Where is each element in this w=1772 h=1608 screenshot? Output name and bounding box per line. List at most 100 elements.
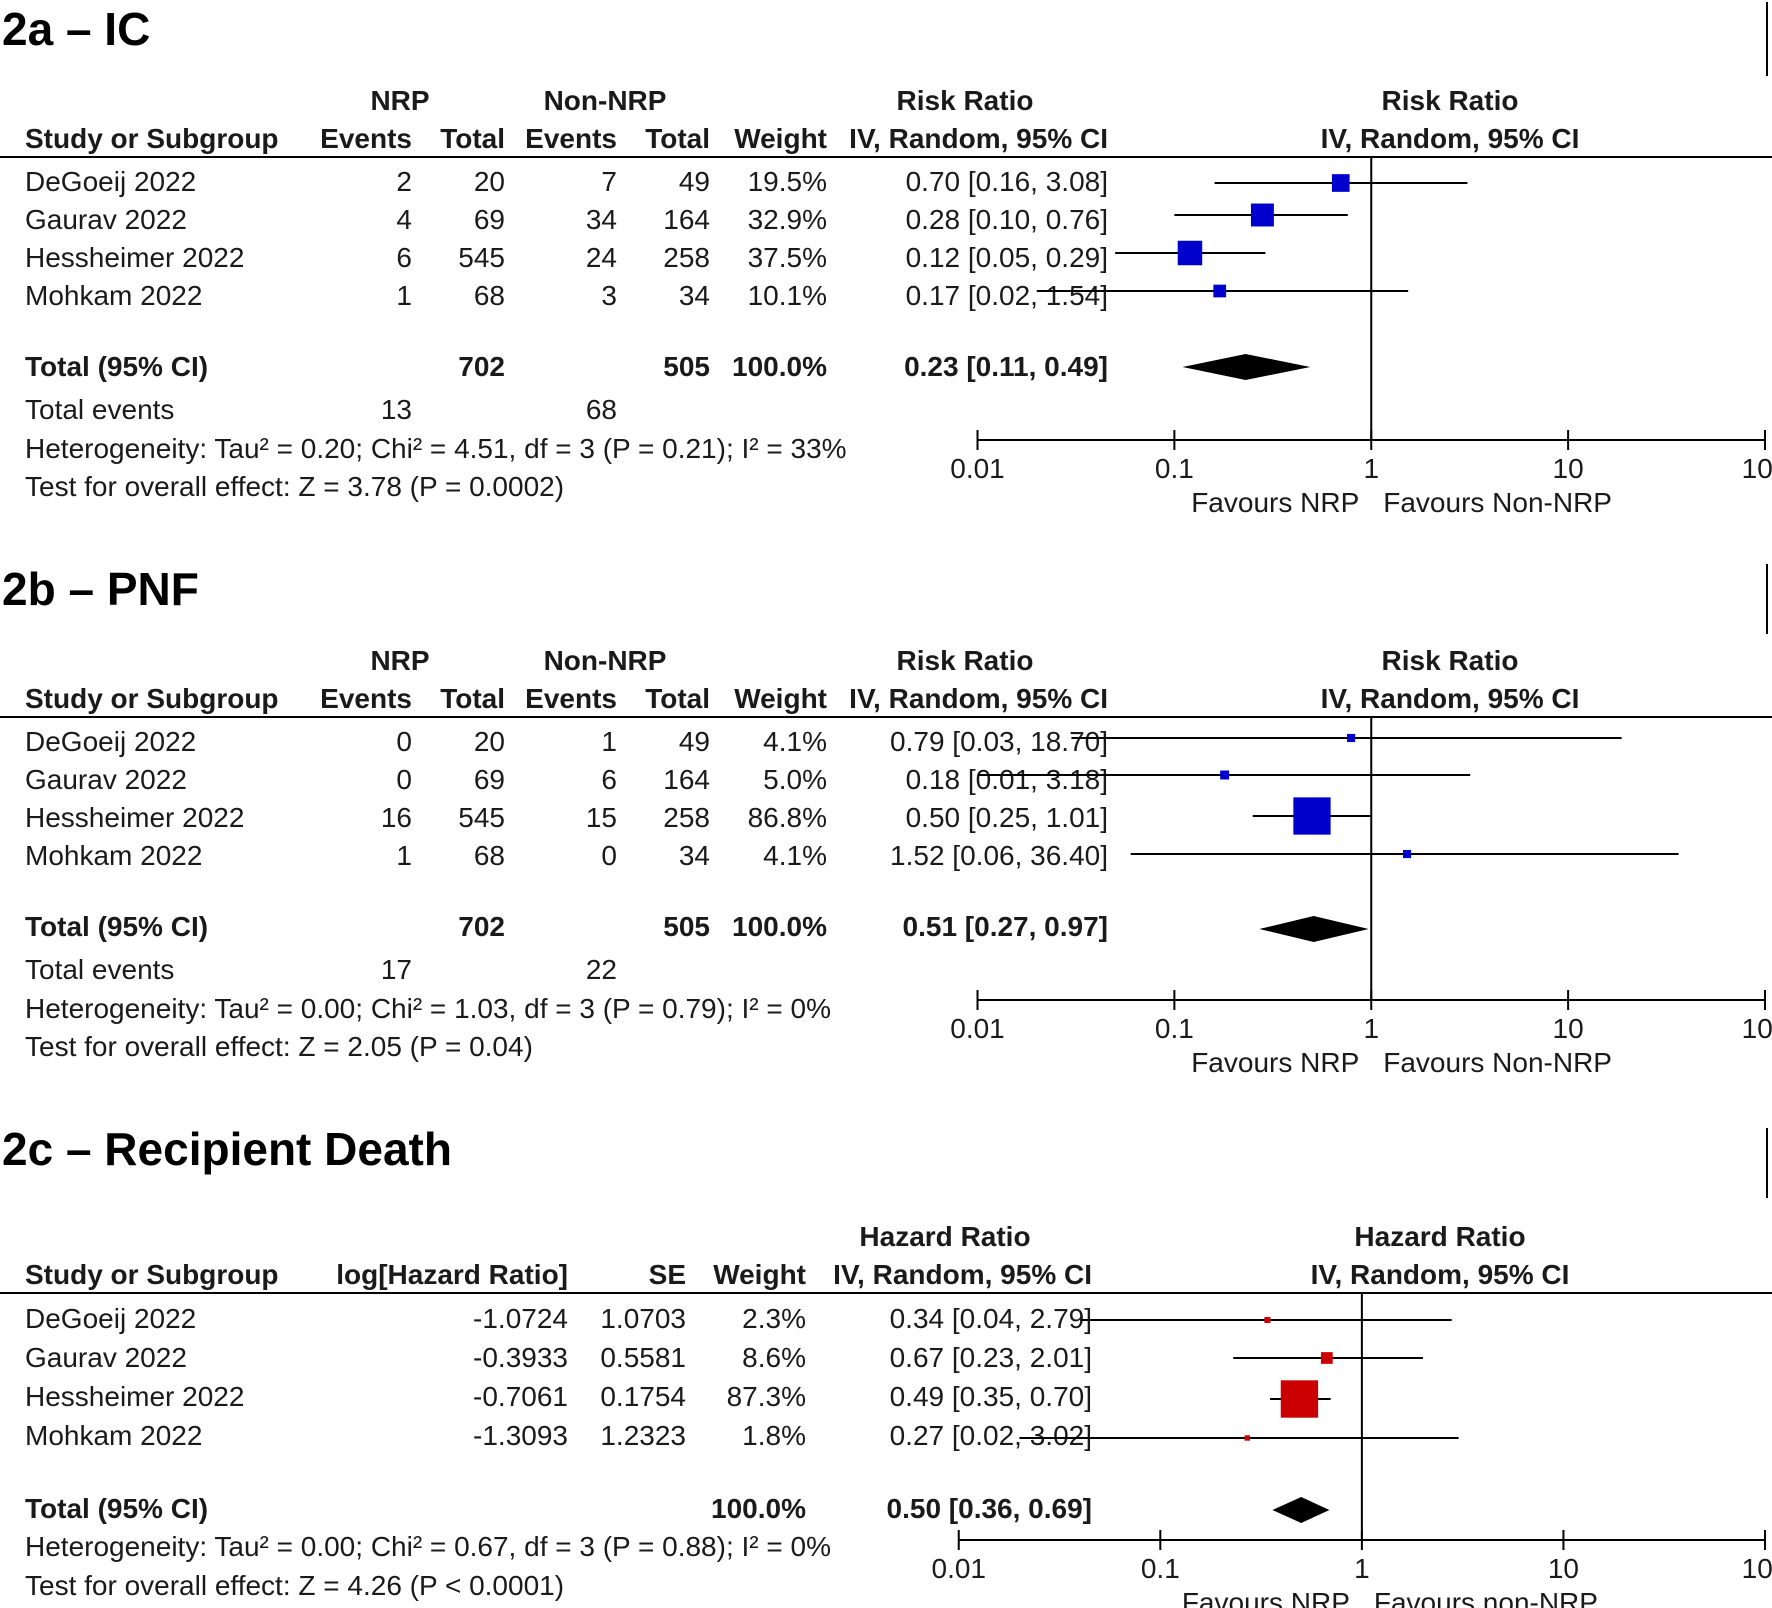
group1-header: NRP: [370, 645, 430, 676]
events1-cell: 1: [396, 840, 412, 871]
col-events1-header: Events: [320, 683, 412, 714]
total-ci: 0.51 [0.27, 0.97]: [902, 911, 1108, 942]
study-name: Hessheimer 2022: [25, 802, 245, 833]
total-events2: 68: [585, 394, 617, 425]
ci-cell: 0.67 [0.23, 2.01]: [889, 1342, 1092, 1373]
events1-cell: 0: [396, 764, 412, 795]
total1-cell: 20: [473, 726, 505, 757]
ci-cell: 0.70 [0.16, 3.08]: [905, 166, 1108, 197]
heterogeneity-text: Heterogeneity: Tau² = 0.00; Chi² = 0.67,…: [25, 1531, 831, 1562]
total1-cell: 545: [458, 242, 505, 273]
group2-header: Non-NRP: [543, 645, 667, 676]
col-study-header: Study or Subgroup: [25, 1259, 279, 1290]
events2-cell: 6: [601, 764, 617, 795]
total1-cell: 69: [473, 204, 505, 235]
favours-right-label: Favours non-NRP: [1374, 1587, 1598, 1608]
col-total2-header: Total: [645, 123, 710, 154]
header-rule: [0, 716, 1772, 718]
col-total1-header: Total: [440, 683, 505, 714]
col-ci-header: IV, Random, 95% CI: [849, 123, 1108, 154]
plot-method-header: IV, Random, 95% CI: [1320, 123, 1580, 154]
favours-right-label: Favours Non-NRP: [1383, 487, 1612, 518]
total2-cell: 34: [678, 840, 710, 871]
favours-left-label: Favours NRP: [1191, 1047, 1359, 1078]
forest-plot: 0.01 0.1 1 10 100 Favours NRP Favours Non-NRP: [950, 158, 1772, 518]
total-n2: 505: [663, 351, 710, 382]
col-log-header: log[Hazard Ratio]: [336, 1259, 568, 1290]
measure-header: Risk Ratio: [896, 645, 1034, 676]
col-events1-header: Events: [320, 123, 412, 154]
total-label: Total (95% CI): [25, 351, 209, 382]
total-ci: 0.50 [0.36, 0.69]: [886, 1493, 1092, 1524]
total1-cell: 68: [473, 840, 505, 871]
forest-panel-ic: 2a – IC NRP Non-NRP Risk Ratio Risk Rati…: [0, 0, 1772, 540]
total-ci: 0.23 [0.11, 0.49]: [904, 351, 1108, 382]
col-study-header: Study or Subgroup: [25, 123, 279, 154]
log-hr-cell: -0.7061: [473, 1381, 568, 1412]
pooled-estimate-diamond: [1259, 916, 1369, 942]
point-estimate-square: [1220, 770, 1230, 780]
point-estimate-square: [1250, 203, 1274, 227]
ci-cell: 0.18 [0.01, 3.18]: [905, 764, 1108, 795]
total1-cell: 20: [473, 166, 505, 197]
col-weight-header: Weight: [713, 1259, 806, 1290]
panel-edge-line: [1766, 2, 1768, 76]
events2-cell: 3: [601, 280, 617, 311]
pooled-estimate-diamond: [1272, 1497, 1330, 1523]
log-hr-cell: -1.3093: [473, 1420, 568, 1451]
total-label: Total (95% CI): [25, 911, 209, 942]
ci-cell: 0.50 [0.25, 1.01]: [905, 802, 1108, 833]
point-estimate-square: [1403, 849, 1412, 859]
point-estimate-square: [1331, 174, 1350, 192]
study-name: Mohkam 2022: [25, 840, 203, 871]
x-tick-label: 1: [1363, 453, 1379, 484]
point-estimate-square: [1293, 797, 1331, 835]
events2-cell: 34: [585, 204, 617, 235]
plot-measure-header: Risk Ratio: [1381, 85, 1519, 116]
x-tick-label: 1: [1354, 1553, 1370, 1584]
point-estimate-square: [1347, 733, 1356, 743]
log-hr-cell: -0.3933: [473, 1342, 568, 1373]
weight-cell: 5.0%: [763, 764, 827, 795]
overall-effect-text: Test for overall effect: Z = 4.26 (P < 0…: [25, 1570, 565, 1601]
study-name: Gaurav 2022: [25, 204, 187, 235]
point-estimate-square: [1280, 1380, 1319, 1418]
measure-header: Hazard Ratio: [859, 1221, 1031, 1252]
plot-method-header: IV, Random, 95% CI: [1310, 1259, 1570, 1290]
x-tick-label: 0.1: [1155, 453, 1194, 484]
group1-header: NRP: [370, 85, 430, 116]
ci-cell: 0.27 [0.02, 3.02]: [889, 1420, 1092, 1451]
x-tick-label: 100: [1742, 453, 1772, 484]
heterogeneity-text: Heterogeneity: Tau² = 0.00; Chi² = 1.03,…: [25, 993, 831, 1024]
ci-cell: 1.52 [0.06, 36.40]: [890, 840, 1108, 871]
total-events1: 13: [380, 394, 412, 425]
total-events1: 17: [380, 954, 412, 985]
x-tick-label: 0.01: [950, 453, 1005, 484]
x-tick-label: 0.01: [932, 1553, 987, 1584]
panel-title: 2c – Recipient Death: [2, 1123, 452, 1175]
total2-cell: 164: [663, 204, 710, 235]
group2-header: Non-NRP: [543, 85, 667, 116]
weight-cell: 1.8%: [742, 1420, 806, 1451]
col-study-header: Study or Subgroup: [25, 683, 279, 714]
weight-cell: 4.1%: [763, 726, 827, 757]
point-estimate-square: [1244, 1435, 1250, 1441]
col-weight-header: Weight: [734, 123, 827, 154]
events2-cell: 24: [585, 242, 617, 273]
ci-cell: 0.28 [0.10, 0.76]: [905, 204, 1108, 235]
weight-cell: 10.1%: [747, 280, 827, 311]
favours-left-label: Favours NRP: [1182, 1587, 1350, 1608]
total1-cell: 68: [473, 280, 505, 311]
point-estimate-square: [1213, 284, 1227, 298]
point-estimate-square: [1264, 1316, 1271, 1324]
x-tick-label: 100: [1742, 1553, 1772, 1584]
panel-edge-line: [1766, 1128, 1768, 1198]
x-tick-label: 100: [1742, 1013, 1772, 1044]
forest-panel-pnf: 2b – PNF NRP Non-NRP Risk Ratio Risk Rat…: [0, 560, 1772, 1100]
measure-header: Risk Ratio: [896, 85, 1034, 116]
pooled-estimate-diamond: [1182, 354, 1311, 380]
se-cell: 1.2323: [600, 1420, 686, 1451]
weight-cell: 86.8%: [747, 802, 827, 833]
events1-cell: 1: [396, 280, 412, 311]
events1-cell: 6: [396, 242, 412, 273]
